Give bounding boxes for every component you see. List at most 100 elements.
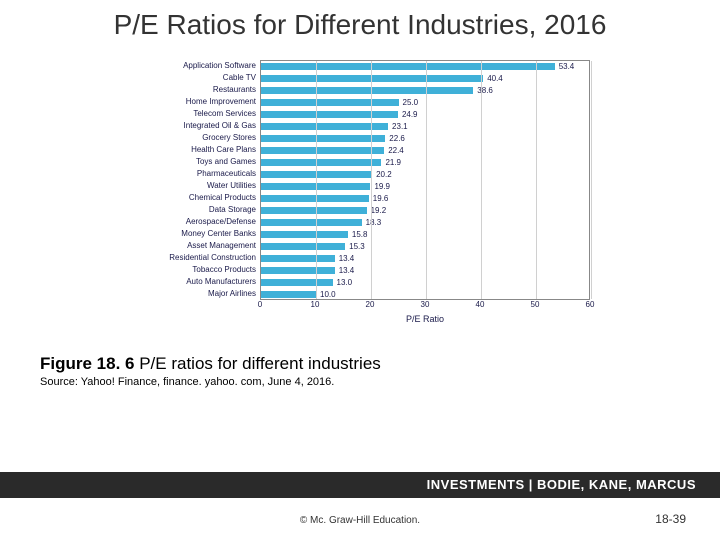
- chart-bar-row: 13.0: [261, 277, 589, 289]
- chart-category-label: Data Storage: [130, 204, 260, 216]
- chart-bar: [261, 123, 388, 130]
- chart-bar-row: 38.6: [261, 85, 589, 97]
- chart-category-label: Cable TV: [130, 72, 260, 84]
- chart-bar: [261, 87, 473, 94]
- chart-bar-value: 15.3: [345, 242, 365, 251]
- chart-category-label: Toys and Games: [130, 156, 260, 168]
- chart-bar-row: 13.4: [261, 253, 589, 265]
- chart-category-label: Integrated Oil & Gas: [130, 120, 260, 132]
- chart-category-label: Water Utilities: [130, 180, 260, 192]
- chart-category-label: Grocery Stores: [130, 132, 260, 144]
- slide-title: P/E Ratios for Different Industries, 201…: [0, 0, 720, 48]
- chart-category-label: Health Care Plans: [130, 144, 260, 156]
- chart-bar-row: 23.1: [261, 121, 589, 133]
- gridline: [426, 61, 427, 299]
- pe-ratio-chart: Application SoftwareCable TVRestaurantsH…: [130, 60, 590, 324]
- chart-bar: [261, 75, 483, 82]
- chart-bar: [261, 219, 362, 226]
- chart-bar-row: 18.3: [261, 217, 589, 229]
- chart-bar-row: 22.4: [261, 145, 589, 157]
- chart-bar-row: 22.6: [261, 133, 589, 145]
- chart-bar-value: 53.4: [555, 62, 575, 71]
- chart-bar: [261, 159, 381, 166]
- chart-x-tick: 40: [476, 300, 485, 309]
- chart-bar-value: 13.0: [333, 278, 353, 287]
- chart-category-label: Home Improvement: [130, 96, 260, 108]
- chart-bar: [261, 111, 398, 118]
- chart-category-label: Aerospace/Defense: [130, 216, 260, 228]
- chart-x-tick: 20: [366, 300, 375, 309]
- chart-bars: 53.4 40.4 38.6 25.0 24.9 23.1 22.6 22.4 21.9 20.2…: [261, 61, 589, 299]
- chart-category-label: Telecom Services: [130, 108, 260, 120]
- chart-x-tick: 50: [531, 300, 540, 309]
- chart-y-labels: Application SoftwareCable TVRestaurantsH…: [130, 60, 260, 300]
- chart-bar-value: 21.9: [381, 158, 401, 167]
- figure-caption: Figure 18. 6 P/E ratios for different in…: [40, 354, 680, 374]
- chart-bar-value: 24.9: [398, 110, 418, 119]
- chart-bar: [261, 267, 335, 274]
- chart-bar-value: 25.0: [399, 98, 419, 107]
- chart-category-label: Auto Manufacturers: [130, 276, 260, 288]
- chart-bar-value: 13.4: [335, 266, 355, 275]
- gridline: [536, 61, 537, 299]
- chart-x-tick: 0: [258, 300, 262, 309]
- chart-x-axis-label: P/E Ratio: [260, 314, 590, 324]
- figure-caption-text: P/E ratios for different industries: [134, 354, 380, 373]
- chart-bar-value: 19.2: [367, 206, 387, 215]
- chart-bar-row: 20.2: [261, 169, 589, 181]
- chart-category-label: Asset Management: [130, 240, 260, 252]
- chart-bar: [261, 207, 367, 214]
- chart-category-label: Pharmaceuticals: [130, 168, 260, 180]
- chart-x-tick: 30: [421, 300, 430, 309]
- chart-category-label: Chemical Products: [130, 192, 260, 204]
- chart-plot-area: 53.4 40.4 38.6 25.0 24.9 23.1 22.6 22.4 21.9 20.2…: [260, 60, 590, 300]
- chart-bar-value: 23.1: [388, 122, 408, 131]
- chart-bar-value: 40.4: [483, 74, 503, 83]
- chart-bar-row: 19.2: [261, 205, 589, 217]
- chart-bar: [261, 147, 384, 154]
- chart-category-label: Major Airlines: [130, 288, 260, 300]
- chart-bar-row: 40.4: [261, 73, 589, 85]
- gridline: [481, 61, 482, 299]
- chart-bar: [261, 243, 345, 250]
- footer-bar: INVESTMENTS | BODIE, KANE, MARCUS: [0, 472, 720, 498]
- chart-bar-row: 24.9: [261, 109, 589, 121]
- chart-bar-row: 15.8: [261, 229, 589, 241]
- chart-bar: [261, 195, 369, 202]
- chart-category-label: Tobacco Products: [130, 264, 260, 276]
- chart-x-tick: 10: [311, 300, 320, 309]
- chart-bar-value: 19.9: [370, 182, 390, 191]
- source-text: Source: Yahoo! Finance, finance. yahoo. …: [40, 376, 680, 388]
- chart-category-label: Application Software: [130, 60, 260, 72]
- chart-bar: [261, 255, 335, 262]
- chart-bar-row: 19.9: [261, 181, 589, 193]
- chart-bar: [261, 291, 316, 298]
- chart-bar-row: 13.4: [261, 265, 589, 277]
- chart-bar-row: 21.9: [261, 157, 589, 169]
- chart-bar-value: 10.0: [316, 290, 336, 299]
- chart-bar: [261, 135, 385, 142]
- chart-bar: [261, 231, 348, 238]
- chart-bar-value: 15.8: [348, 230, 368, 239]
- gridline: [371, 61, 372, 299]
- chart-bar-row: 53.4: [261, 61, 589, 73]
- chart-bar-value: 20.2: [372, 170, 392, 179]
- chart-bar-value: 22.6: [385, 134, 405, 143]
- chart-bar-value: 22.4: [384, 146, 404, 155]
- gridline: [591, 61, 592, 299]
- chart-x-tick: 60: [586, 300, 595, 309]
- chart-bar-value: 38.6: [473, 86, 493, 95]
- chart-bar-row: 25.0: [261, 97, 589, 109]
- chart-bar-row: 19.6: [261, 193, 589, 205]
- chart-category-label: Residential Construction: [130, 252, 260, 264]
- chart-bar-value: 13.4: [335, 254, 355, 263]
- gridline: [316, 61, 317, 299]
- page-number: 18-39: [655, 512, 686, 526]
- chart-x-ticks: 0102030405060: [260, 300, 590, 312]
- chart-bar-row: 15.3: [261, 241, 589, 253]
- chart-bar: [261, 63, 555, 70]
- copyright-text: © Mc. Graw-Hill Education.: [0, 515, 720, 526]
- chart-category-label: Restaurants: [130, 84, 260, 96]
- chart-bar: [261, 99, 399, 106]
- figure-number: Figure 18. 6: [40, 354, 134, 373]
